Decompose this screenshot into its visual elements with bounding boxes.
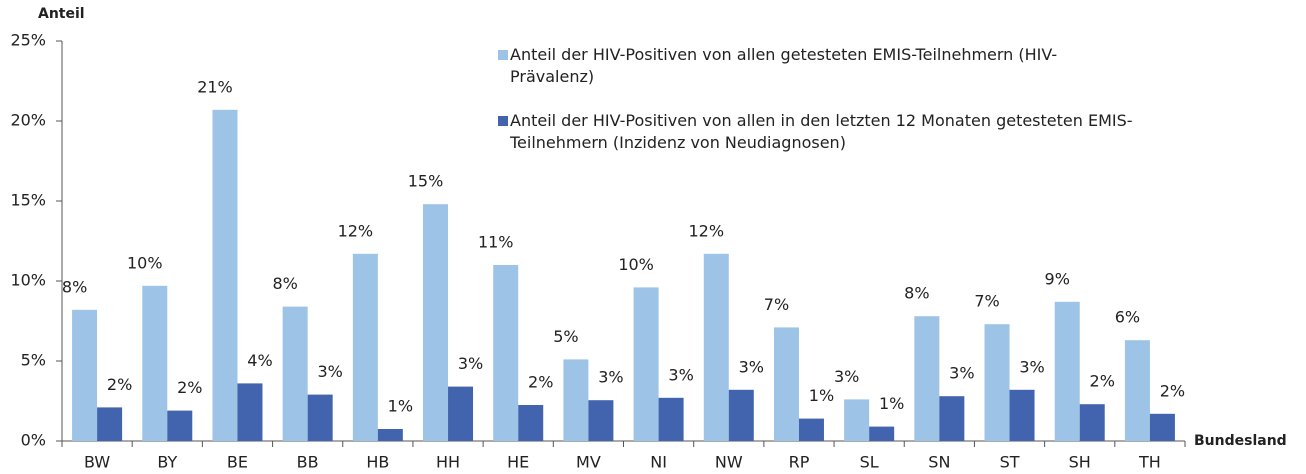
- x-tick-label: BE: [227, 453, 248, 472]
- y-tick-label: 5%: [21, 351, 46, 370]
- bar: [518, 405, 544, 441]
- bar: [939, 396, 965, 441]
- legend-entry: Anteil der HIV-Positiven von allen in de…: [498, 110, 1175, 154]
- data-label: 2%: [1090, 372, 1115, 391]
- x-tick-label: BB: [297, 453, 319, 472]
- data-label: 3%: [949, 364, 974, 383]
- bar: [1149, 413, 1175, 441]
- data-label: 3%: [317, 362, 342, 381]
- bar: [1079, 404, 1105, 441]
- y-tick-label: 20%: [10, 111, 46, 130]
- x-tick-label: BW: [84, 453, 110, 472]
- bar: [423, 204, 449, 441]
- data-label: 8%: [62, 277, 87, 296]
- data-label: 2%: [1160, 381, 1185, 400]
- data-label: 1%: [879, 394, 904, 413]
- data-label: 3%: [1019, 357, 1044, 376]
- x-tick-label: SN: [928, 453, 950, 472]
- x-tick-label: HH: [436, 453, 460, 472]
- data-label: 2%: [177, 378, 202, 397]
- x-tick-label: NI: [650, 453, 667, 472]
- y-tick-label: 10%: [10, 271, 46, 290]
- bar: [1124, 340, 1150, 441]
- data-label: 2%: [528, 373, 553, 392]
- data-label: 8%: [272, 274, 297, 293]
- bar: [377, 429, 403, 441]
- x-axis-title: Bundesland: [1194, 433, 1287, 449]
- y-tick-label: 25%: [10, 31, 46, 50]
- bar: [97, 407, 123, 441]
- bar: [658, 397, 684, 441]
- bar: [588, 400, 614, 441]
- data-label: 9%: [1045, 269, 1070, 288]
- data-label: 12%: [689, 221, 725, 240]
- bar: [1009, 389, 1035, 441]
- x-tick-label: HE: [507, 453, 529, 472]
- bar: [72, 309, 98, 441]
- data-label: 8%: [904, 284, 929, 303]
- x-tick-label: MV: [576, 453, 601, 472]
- bar: [1054, 301, 1080, 441]
- legend-entry: Anteil der HIV-Positiven von allen getes…: [498, 44, 1070, 88]
- data-label: 5%: [553, 327, 578, 346]
- data-label: 3%: [458, 354, 483, 373]
- bar: [914, 316, 940, 441]
- bar: [984, 324, 1010, 441]
- x-tick-label: SH: [1069, 453, 1091, 472]
- x-tick-label: TH: [1138, 453, 1161, 472]
- bar: [563, 359, 589, 441]
- bar: [703, 253, 729, 441]
- data-label: 15%: [408, 172, 444, 191]
- bar: [282, 306, 308, 441]
- bar: [352, 253, 378, 441]
- y-tick-label: 15%: [10, 191, 46, 210]
- x-tick-label: BY: [157, 453, 177, 472]
- bar: [728, 389, 754, 441]
- data-label: 6%: [1115, 308, 1140, 327]
- data-label: 1%: [388, 397, 413, 416]
- data-label: 7%: [764, 295, 789, 314]
- y-tick-label: 0%: [21, 431, 46, 450]
- data-label: 7%: [974, 292, 999, 311]
- legend-text: Anteil der HIV-Positiven von allen getes…: [510, 45, 1058, 86]
- legend-swatch: [498, 116, 508, 126]
- data-label: 10%: [127, 253, 163, 272]
- data-label: 11%: [478, 233, 514, 252]
- data-label: 10%: [618, 255, 654, 274]
- y-axis-title: Anteil: [38, 6, 85, 22]
- bar: [448, 386, 474, 441]
- bar: [493, 265, 519, 441]
- bar: [307, 394, 333, 441]
- data-label: 21%: [197, 77, 233, 96]
- data-label: 1%: [809, 386, 834, 405]
- bar: [869, 426, 895, 441]
- bar: [633, 287, 659, 441]
- x-tick-label: RP: [789, 453, 810, 472]
- data-label: 3%: [668, 365, 693, 384]
- bar: [773, 327, 799, 441]
- bar: [798, 418, 824, 441]
- data-label: 3%: [598, 368, 623, 387]
- data-label: 3%: [739, 357, 764, 376]
- x-tick-label: ST: [1000, 453, 1020, 472]
- bar: [844, 399, 870, 441]
- data-label: 2%: [107, 375, 132, 394]
- data-label: 4%: [247, 351, 272, 370]
- legend-text: Anteil der HIV-Positiven von allen in de…: [510, 111, 1133, 152]
- bar: [212, 109, 238, 442]
- data-label: 3%: [834, 367, 859, 386]
- x-tick-label: NW: [715, 453, 743, 472]
- x-tick-label: SL: [860, 453, 879, 472]
- data-label: 12%: [338, 221, 374, 240]
- bar: [142, 285, 168, 441]
- legend-swatch: [498, 50, 508, 60]
- bar: [167, 410, 193, 441]
- bar: [237, 383, 263, 441]
- x-tick-label: HB: [366, 453, 389, 472]
